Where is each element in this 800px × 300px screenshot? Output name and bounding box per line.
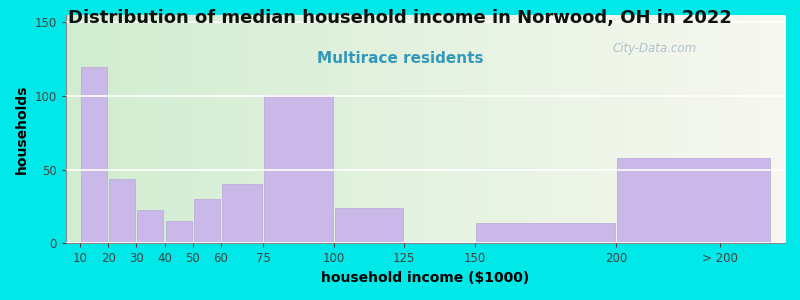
Bar xyxy=(81,67,107,243)
Bar xyxy=(138,209,163,243)
Bar xyxy=(617,158,770,243)
Text: City-Data.com: City-Data.com xyxy=(613,42,697,56)
Bar xyxy=(110,178,135,243)
Bar xyxy=(476,223,614,243)
X-axis label: household income ($1000): household income ($1000) xyxy=(322,271,530,285)
Bar xyxy=(194,199,220,243)
Text: Distribution of median household income in Norwood, OH in 2022: Distribution of median household income … xyxy=(68,9,732,27)
Y-axis label: households: households xyxy=(15,85,29,174)
Bar xyxy=(166,221,192,243)
Bar xyxy=(264,94,333,243)
Text: Multirace residents: Multirace residents xyxy=(317,51,483,66)
Bar xyxy=(335,208,403,243)
Bar xyxy=(222,184,262,243)
